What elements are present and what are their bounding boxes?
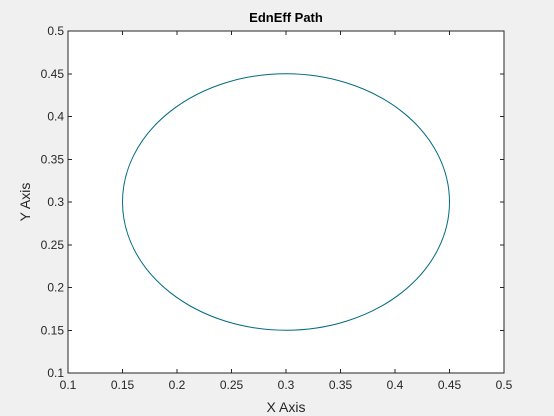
- axes-background: [68, 31, 504, 373]
- y-tick-label: 0.2: [47, 281, 64, 295]
- x-tick-label: 0.5: [496, 378, 513, 392]
- x-tick-label: 0.35: [329, 378, 353, 392]
- x-tick-label: 0.4: [387, 378, 404, 392]
- y-tick-label: 0.25: [41, 238, 65, 252]
- x-tick-label: 0.25: [220, 378, 244, 392]
- y-tick-label: 0.35: [41, 152, 65, 166]
- y-axis-label: Y Axis: [17, 183, 33, 222]
- y-tick-label: 0.45: [41, 67, 65, 81]
- x-tick-label: 0.45: [438, 378, 462, 392]
- x-tick-label: 0.2: [169, 378, 186, 392]
- chart-title: EdnEff Path: [249, 10, 323, 25]
- x-tick-label: 0.1: [60, 378, 77, 392]
- series-line: [122, 73, 450, 331]
- x-tick-label: 0.15: [111, 378, 135, 392]
- y-tick-label: 0.3: [47, 195, 64, 209]
- x-axis-label: X Axis: [267, 399, 306, 415]
- y-tick-label: 0.15: [41, 323, 65, 337]
- y-tick-label: 0.1: [47, 366, 64, 380]
- ticks: 0.1 0.15 0.2 0.25 0.3 0.35 0.4 0.45 0.5 0.1 0.15 0.…: [41, 24, 513, 392]
- chart-plot-area: [122, 73, 450, 331]
- y-tick-label: 0.5: [47, 24, 64, 38]
- x-tick-label: 0.3: [278, 378, 295, 392]
- y-tick-label: 0.4: [47, 110, 64, 124]
